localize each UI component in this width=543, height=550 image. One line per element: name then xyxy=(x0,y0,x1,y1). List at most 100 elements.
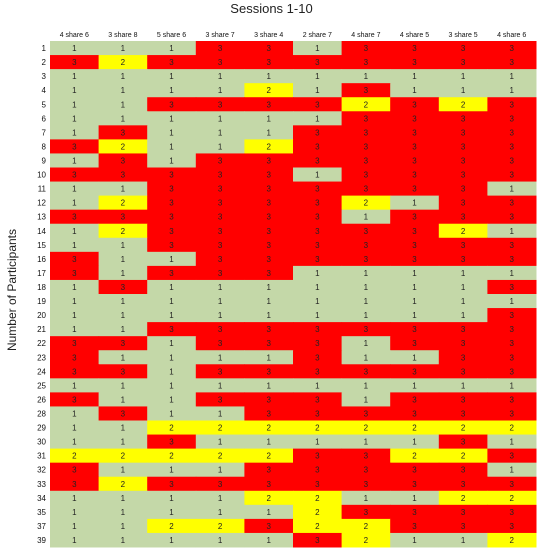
heatmap-cell xyxy=(147,518,197,534)
heatmap-cell xyxy=(390,364,440,379)
cell-value: 3 xyxy=(509,58,514,67)
cell-value: 3 xyxy=(509,199,514,208)
cell-value: 3 xyxy=(364,156,369,165)
heatmap-cell xyxy=(438,55,488,70)
cell-value: 3 xyxy=(315,466,320,475)
cell-value: 3 xyxy=(461,325,466,334)
heatmap-cell xyxy=(438,462,488,478)
cell-value: 3 xyxy=(218,213,223,222)
heatmap-cell xyxy=(147,167,197,183)
heatmap-cell xyxy=(147,448,197,464)
cell-value: 1 xyxy=(461,311,466,320)
heatmap-cell xyxy=(147,490,197,506)
row-label: 32 xyxy=(37,466,46,475)
heatmap-cell xyxy=(293,55,343,70)
cell-value: 3 xyxy=(169,185,174,194)
cell-value: 1 xyxy=(412,536,417,545)
heatmap-cell xyxy=(438,251,488,267)
cell-value: 1 xyxy=(169,494,174,503)
heatmap-cell xyxy=(147,476,197,492)
cell-value: 3 xyxy=(169,171,174,180)
heatmap-cell xyxy=(341,448,391,464)
heatmap-cell xyxy=(341,69,391,84)
heatmap-cell xyxy=(195,336,245,351)
heatmap-cell xyxy=(438,153,488,168)
cell-value: 1 xyxy=(412,438,417,447)
cell-value: 3 xyxy=(218,100,223,109)
cell-value: 3 xyxy=(266,395,271,404)
heatmap-cell xyxy=(195,223,245,239)
cell-value: 1 xyxy=(169,72,174,81)
heatmap-cell xyxy=(50,55,100,70)
heatmap-cell xyxy=(390,350,440,365)
column-label: 3 share 5 xyxy=(449,32,478,39)
heatmap-cell xyxy=(195,448,245,464)
cell-value: 1 xyxy=(412,297,417,306)
heatmap-cell xyxy=(390,406,440,421)
cell-value: 2 xyxy=(266,452,271,461)
heatmap-cell xyxy=(244,350,294,365)
heatmap-cell xyxy=(293,125,343,140)
heatmap-cell xyxy=(293,294,343,309)
heatmap-cell xyxy=(50,83,100,98)
heatmap-cell xyxy=(341,350,391,365)
heatmap-cell xyxy=(341,532,391,548)
cell-value: 1 xyxy=(121,72,126,81)
cell-value: 2 xyxy=(169,452,174,461)
cell-value: 1 xyxy=(412,72,417,81)
row-label: 25 xyxy=(37,381,46,390)
heatmap-cell xyxy=(50,125,100,140)
cell-value: 3 xyxy=(461,114,466,123)
heatmap-cell xyxy=(390,392,440,407)
heatmap-cell xyxy=(50,279,100,295)
cell-value: 1 xyxy=(169,395,174,404)
heatmap-cell xyxy=(147,462,197,478)
cell-value: 3 xyxy=(218,269,223,278)
cell-value: 1 xyxy=(509,227,514,236)
row-label: 13 xyxy=(37,213,46,222)
cell-value: 1 xyxy=(509,297,514,306)
cell-value: 3 xyxy=(461,185,466,194)
cell-value: 3 xyxy=(461,199,466,208)
heatmap-cell xyxy=(147,279,197,295)
y-axis-label: Number of Participants xyxy=(5,229,19,351)
cell-value: 1 xyxy=(169,409,174,418)
heatmap-cell xyxy=(195,462,245,478)
cell-value: 3 xyxy=(315,128,320,137)
row-label: 11 xyxy=(38,185,47,194)
heatmap-cell xyxy=(195,378,245,393)
heatmap-cell xyxy=(195,392,245,407)
heatmap-cell xyxy=(390,125,440,140)
row-label: 7 xyxy=(42,128,47,137)
heatmap-cell xyxy=(487,125,537,140)
heatmap-cell xyxy=(195,139,245,154)
cell-value: 1 xyxy=(315,171,320,180)
heatmap-cell xyxy=(487,392,537,407)
heatmap-cell xyxy=(293,364,343,379)
heatmap-cell xyxy=(390,97,440,112)
cell-value: 2 xyxy=(121,199,126,208)
heatmap-cell xyxy=(390,195,440,211)
cell-value: 3 xyxy=(121,283,126,292)
heatmap-cell xyxy=(147,336,197,351)
heatmap-cell xyxy=(341,378,391,393)
heatmap-cell xyxy=(147,83,197,98)
heatmap-cell xyxy=(98,462,148,478)
cell-value: 3 xyxy=(461,142,466,151)
cell-value: 3 xyxy=(461,466,466,475)
heatmap-cell xyxy=(147,125,197,140)
cell-value: 1 xyxy=(364,297,369,306)
cell-value: 3 xyxy=(412,522,417,531)
heatmap-cell xyxy=(293,279,343,295)
cell-value: 3 xyxy=(461,58,466,67)
cell-value: 2 xyxy=(364,199,369,208)
cell-value: 1 xyxy=(72,227,77,236)
heatmap-cell xyxy=(487,237,537,253)
row-label: 37 xyxy=(37,522,46,531)
heatmap-cell xyxy=(438,336,488,351)
heatmap-cell xyxy=(244,279,294,295)
heatmap-cell xyxy=(487,406,537,421)
cell-value: 3 xyxy=(412,114,417,123)
heatmap-cell xyxy=(341,209,391,225)
heatmap-cell xyxy=(487,83,537,98)
